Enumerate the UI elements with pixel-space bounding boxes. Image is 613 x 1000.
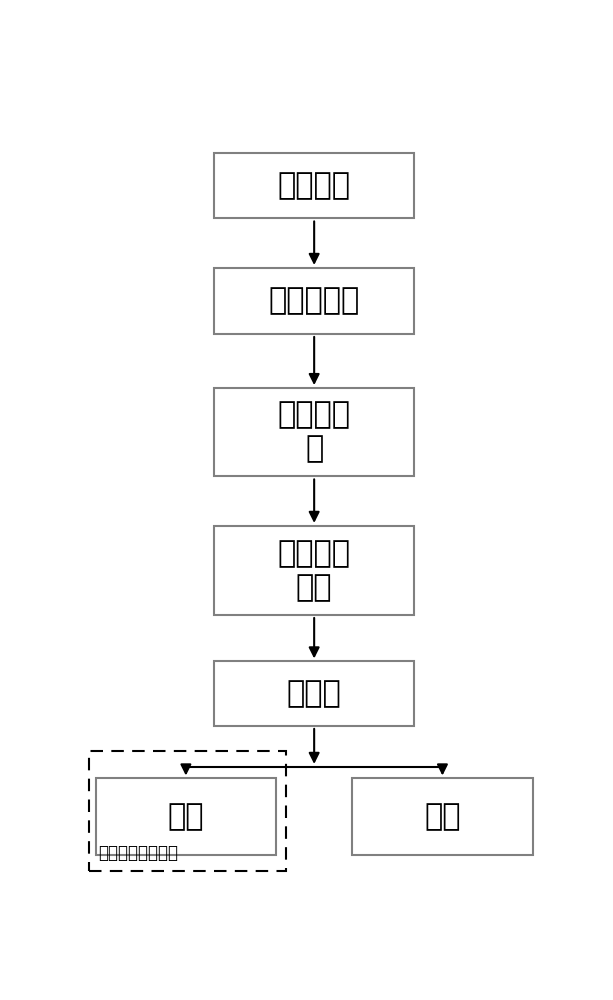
Bar [215,526,414,615]
Text: 物理预处
理: 物理预处 理 [278,401,351,463]
Text: 水相: 水相 [424,802,461,831]
Bar [96,778,276,855]
Text: 固相: 固相 [167,802,204,831]
Bar [352,778,533,855]
Bar [215,268,414,334]
Bar [215,153,414,218]
Text: 水热液化
处理: 水热液化 处理 [278,539,351,602]
Text: 重金属主要富集区: 重金属主要富集区 [98,844,178,862]
Text: 后处理: 后处理 [287,679,341,708]
Bar [88,751,286,871]
Text: 化学预处理: 化学预处理 [268,286,360,315]
Bar [215,388,414,476]
Text: 污泥原料: 污泥原料 [278,171,351,200]
Bar [215,661,414,726]
